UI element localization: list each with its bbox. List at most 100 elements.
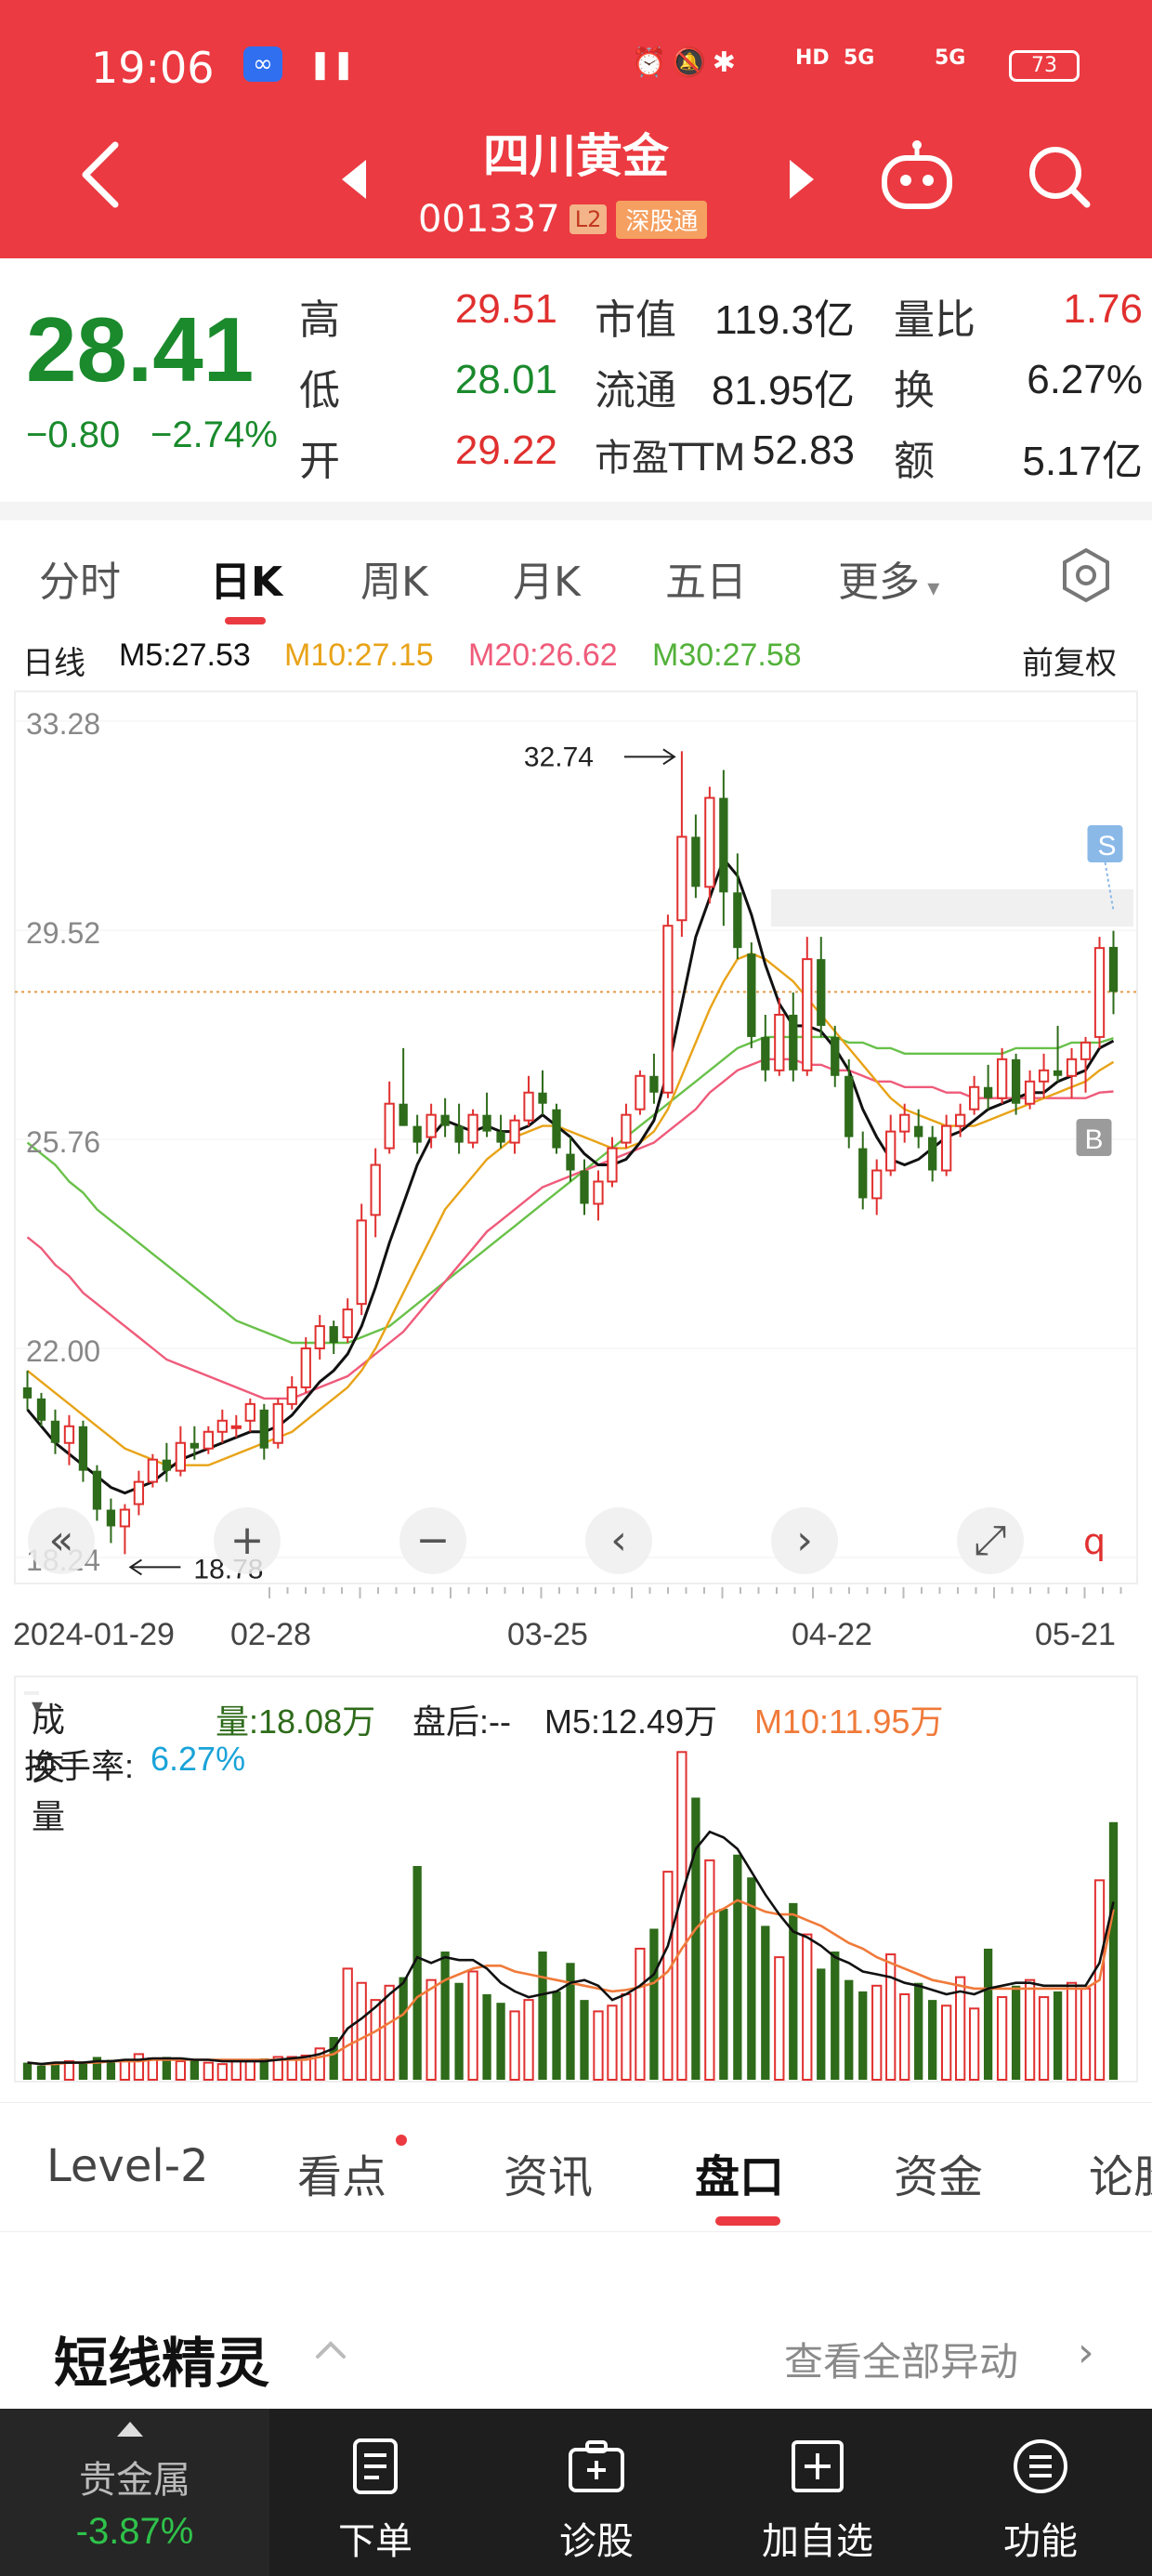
- candle-body: [817, 959, 826, 1026]
- ma30-value: M30:27.58: [652, 637, 802, 673]
- volume-bar: [983, 1948, 993, 2080]
- turnover-rate-label: 换手率:: [24, 1747, 135, 1785]
- current-price: 28.41: [26, 298, 255, 401]
- view-all-link[interactable]: 查看全部异动: [784, 2339, 1019, 2385]
- volume-bar: [63, 2060, 75, 2082]
- diagnose-button[interactable]: 诊股: [504, 2409, 689, 2576]
- candle: [36, 1392, 46, 1426]
- tab-news[interactable]: 资讯: [504, 2151, 594, 2203]
- indicator-select[interactable]: 成交量 ▾: [24, 1691, 65, 1835]
- back-icon[interactable]: [74, 138, 130, 212]
- tab-capital[interactable]: 资金: [894, 2151, 984, 2203]
- sector-button[interactable]: 贵金属 -3.87%: [0, 2409, 269, 2576]
- candle: [425, 1103, 437, 1149]
- vol-ratio-label: 量比: [894, 296, 975, 344]
- drawing-tool-icon[interactable]: q: [1083, 1521, 1106, 1562]
- candle: [676, 751, 687, 938]
- scroll-right-icon[interactable]: ›: [796, 1517, 813, 1564]
- high-label: 高: [299, 296, 340, 344]
- candle: [914, 1109, 923, 1149]
- volume-bar: [593, 2010, 604, 2081]
- tab-order-book[interactable]: 盘口: [695, 2151, 785, 2203]
- order-button[interactable]: 下单: [282, 2409, 468, 2576]
- new-dot: [396, 2135, 407, 2146]
- chevron-up-icon[interactable]: [312, 2334, 349, 2362]
- candle: [968, 1075, 980, 1115]
- adjust-mode[interactable]: 前复权: [1022, 646, 1117, 681]
- prev-stock-icon[interactable]: [336, 156, 373, 203]
- level2-badge: L2: [569, 204, 608, 234]
- scroll-far-left-icon[interactable]: «: [49, 1517, 74, 1564]
- volume-bar: [230, 2060, 242, 2082]
- volume-bar: [538, 1952, 547, 2080]
- tab-more[interactable]: 更多 ▾: [838, 548, 939, 608]
- candle-body: [50, 1420, 60, 1443]
- candle-body: [399, 1103, 408, 1126]
- candle: [1011, 1053, 1021, 1115]
- candle: [106, 1498, 116, 1544]
- candle-body: [78, 1426, 88, 1471]
- candle: [774, 998, 785, 1076]
- volume-bar: [1108, 1821, 1119, 2080]
- tab-intraday[interactable]: 分时: [39, 559, 121, 606]
- tab-five-day[interactable]: 五日: [665, 559, 747, 606]
- divider: [0, 502, 1152, 520]
- tab-monthly-k[interactable]: 月K: [513, 559, 581, 606]
- scroll-left-icon[interactable]: ‹: [610, 1517, 627, 1564]
- tab-forum[interactable]: 论股: [1089, 2151, 1152, 2203]
- candle-body: [190, 1442, 199, 1449]
- zoom-out-icon[interactable]: −: [416, 1517, 451, 1564]
- candle-body: [928, 1137, 937, 1171]
- candle-body: [329, 1326, 338, 1344]
- quote-panel[interactable]: 28.41 −0.80 −2.74% 高 29.51 低 28.01 开 29.…: [0, 258, 1152, 502]
- zoom-out-icon-bg: [399, 1507, 466, 1574]
- volume-bar: [774, 1956, 785, 2081]
- zoom-in-icon[interactable]: +: [230, 1517, 265, 1564]
- tab-weekly-k[interactable]: 周K: [360, 559, 428, 606]
- candle: [996, 1047, 1008, 1104]
- volume-bar: [996, 1996, 1008, 2082]
- add-watchlist-button[interactable]: 加自选: [725, 2409, 910, 2576]
- tab-highlights[interactable]: 看点: [297, 2151, 387, 2203]
- candle: [203, 1426, 214, 1454]
- volume-bar: [272, 2056, 283, 2082]
- sell-marker: S: [1098, 831, 1117, 861]
- tab-daily-k[interactable]: 日K: [210, 559, 283, 606]
- candle: [580, 1159, 589, 1216]
- candle-body: [968, 1085, 980, 1111]
- candle-body: [63, 1425, 75, 1444]
- candle: [941, 1114, 952, 1176]
- candle-body: [704, 796, 715, 888]
- candle-body: [36, 1398, 46, 1421]
- active-tab-indicator: [225, 617, 266, 624]
- volume-bar: [621, 1993, 632, 2081]
- volume-chart[interactable]: [0, 1673, 1152, 2091]
- tab-level2[interactable]: Level-2: [46, 2140, 209, 2192]
- fullscreen-icon[interactable]: ⤢: [974, 1517, 1006, 1564]
- candle-body: [286, 1386, 297, 1405]
- candle-body: [1093, 947, 1106, 1038]
- candle: [871, 1159, 883, 1216]
- low-value: 28.01: [454, 357, 557, 402]
- assistant-robot-icon[interactable]: [877, 139, 957, 214]
- candle: [885, 1114, 897, 1176]
- candle: [817, 937, 826, 1037]
- candle-body: [593, 1180, 604, 1205]
- candle: [412, 1114, 422, 1154]
- functions-button[interactable]: 功能: [948, 2409, 1133, 2576]
- next-stock-icon[interactable]: [782, 156, 819, 203]
- candle: [983, 1064, 993, 1110]
- volume-bar: [314, 2047, 325, 2081]
- search-icon[interactable]: [1022, 139, 1096, 214]
- candle-body: [1011, 1058, 1021, 1104]
- connect-badge: 深股通: [616, 200, 708, 239]
- chevron-right-icon[interactable]: ›: [1078, 2329, 1094, 2376]
- settings-hexagon-icon[interactable]: [1057, 546, 1115, 604]
- candle: [342, 1298, 353, 1344]
- buy-marker-box: [1076, 1119, 1112, 1156]
- candle-body: [22, 1387, 33, 1399]
- candle: [733, 853, 742, 960]
- volume-bar: [676, 1751, 687, 2081]
- add-square-icon: [792, 2440, 844, 2492]
